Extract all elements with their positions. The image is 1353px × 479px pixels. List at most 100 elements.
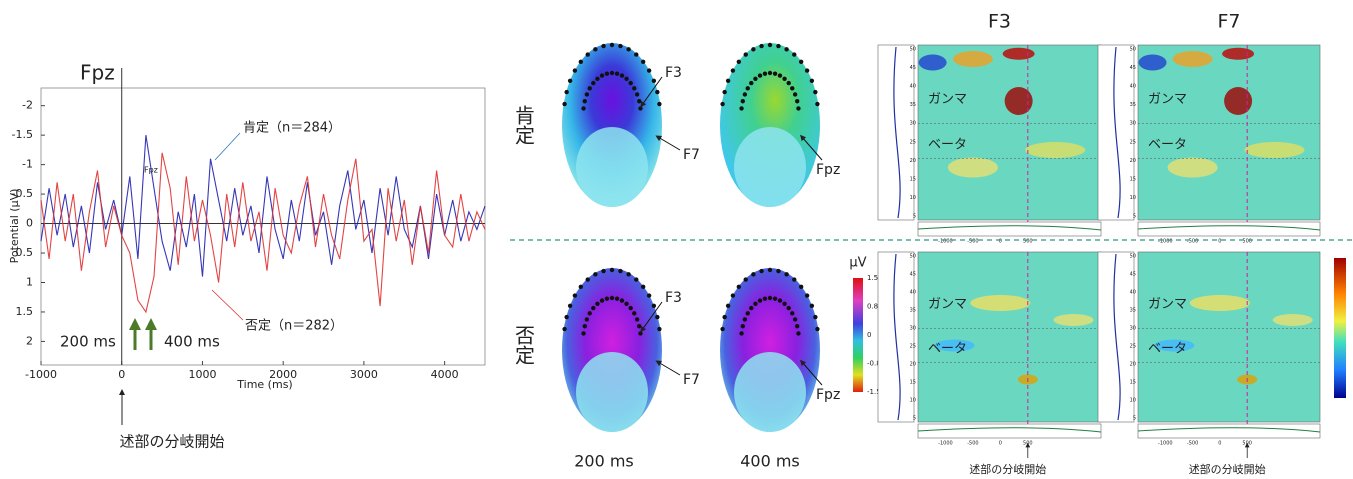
electrode [609, 42, 615, 48]
erp-trace [1137, 225, 1321, 231]
electrode [567, 303, 573, 308]
electrode-label: F3 [665, 65, 682, 81]
freq-tick: 35 [1130, 308, 1136, 314]
electrode [815, 326, 820, 332]
electrode [604, 71, 610, 76]
erp-strip [917, 423, 1102, 439]
time-tick: -500 [967, 239, 978, 245]
electrode [619, 73, 625, 78]
freq-tick: 40 [1130, 84, 1136, 90]
electrode [637, 324, 642, 329]
condition-label: 否定 [512, 325, 536, 365]
freq-tick: 50 [910, 254, 916, 260]
electrode [782, 301, 787, 306]
electrode [582, 324, 587, 329]
electrode [730, 293, 736, 298]
side-curve [893, 46, 901, 219]
time-tick: 0 [1218, 441, 1221, 447]
electrode [584, 92, 590, 97]
colorbar-tick: 1.5 [867, 274, 878, 282]
tf-blob [952, 51, 993, 67]
electrode [624, 301, 629, 306]
electrode [742, 92, 748, 97]
electrode [792, 277, 797, 282]
electrode [753, 301, 758, 306]
freq-tick: 30 [1130, 121, 1136, 127]
electrode-label: F7 [683, 372, 700, 388]
condition-label: 肯定 [512, 105, 536, 145]
electrode [584, 317, 590, 322]
series-label: 否定（n＝282） [245, 319, 343, 334]
electrode [790, 86, 795, 91]
freq-tick: 50 [910, 47, 916, 53]
electrode [730, 68, 736, 73]
electrode [776, 43, 781, 49]
freq-tick: 30 [1130, 326, 1136, 332]
freq-tick: 10 [1130, 398, 1136, 404]
electrode [591, 305, 596, 311]
electrode [740, 324, 745, 329]
electrode [743, 277, 748, 282]
electrode [593, 47, 598, 52]
electrode [614, 296, 620, 301]
tf-map [917, 251, 1102, 423]
electrode [742, 317, 748, 322]
electrode [772, 71, 778, 76]
time-tick: 0 [999, 239, 1002, 245]
electrode [614, 71, 620, 76]
electrode [578, 284, 584, 289]
tf-blob [1053, 314, 1094, 326]
electrode [632, 86, 637, 91]
electrode [609, 70, 615, 76]
freq-tick: 5 [913, 214, 916, 220]
electrode [609, 267, 615, 273]
electrode [591, 80, 596, 86]
freq-tick: 45 [1130, 272, 1136, 278]
band-label: ガンマ [1148, 92, 1187, 107]
electrode [795, 324, 800, 329]
electrode [638, 331, 643, 336]
electrode [646, 68, 652, 73]
y-tick-label: 1.5 [16, 305, 34, 318]
electrode [640, 284, 646, 289]
electrode [601, 268, 606, 274]
electrode [739, 331, 744, 336]
band-label: ベータ [928, 341, 967, 356]
electrode [798, 284, 804, 289]
tf-blob [1154, 339, 1195, 352]
tf-blob [1025, 142, 1086, 158]
electrode [796, 106, 801, 111]
freq-tick: 20 [1130, 158, 1136, 164]
freq-tick: 25 [910, 139, 916, 145]
x-tick-label: 0 [118, 368, 125, 381]
y-tick-label: -1 [22, 158, 33, 171]
electrode [740, 99, 745, 104]
face [734, 352, 806, 432]
electrode [720, 101, 725, 107]
erp-strip [1137, 221, 1321, 237]
electrode [628, 80, 633, 86]
freq-tick: 35 [910, 102, 916, 108]
y-tick-label: 2 [26, 334, 33, 347]
electrode-label: Fpz [816, 162, 840, 178]
electrode [753, 76, 758, 81]
tf-map [917, 44, 1102, 221]
electrode [759, 43, 764, 49]
electrode [751, 272, 756, 277]
electrode [657, 101, 662, 107]
tf-blob [1189, 295, 1250, 311]
electrode-label: Fpz [816, 387, 840, 403]
face [734, 127, 806, 207]
electrode [564, 314, 569, 320]
electrode [751, 47, 756, 52]
side-curve [1113, 46, 1121, 219]
electrode [790, 311, 795, 316]
y-tick-label: 0.5 [16, 246, 34, 259]
electrode [782, 76, 787, 81]
electrode [736, 59, 742, 64]
side-curve [1113, 253, 1121, 421]
electrode [562, 101, 567, 107]
electrode [809, 78, 815, 83]
time-tick: -1000 [938, 441, 953, 447]
